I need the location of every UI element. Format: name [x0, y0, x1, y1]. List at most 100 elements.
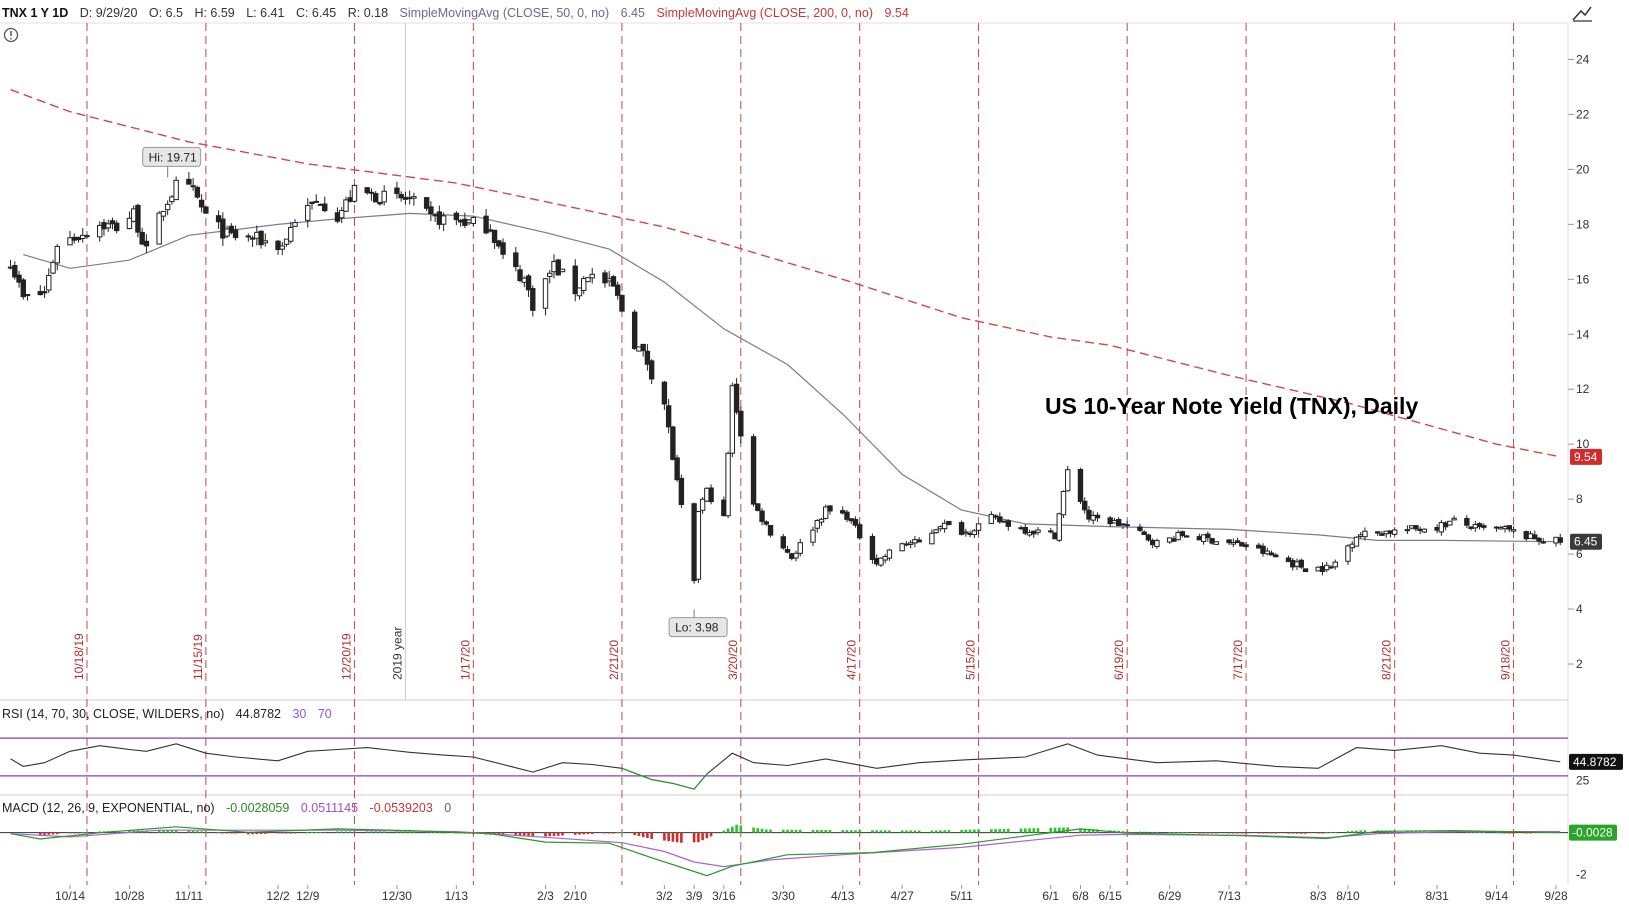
macd-hist-bar	[637, 832, 641, 837]
sma200-layer	[10, 89, 1561, 458]
macd-hist-bar	[1240, 832, 1244, 834]
candle	[160, 210, 167, 221]
candle	[313, 194, 319, 203]
macd-hist-bar	[705, 832, 709, 839]
macd-hist-bar	[917, 830, 921, 833]
macd-hist-bar	[811, 829, 815, 833]
alert-circle-icon[interactable]	[3, 27, 19, 43]
candle	[704, 487, 710, 502]
candle	[428, 201, 434, 222]
macd-hist-bar	[731, 826, 734, 833]
macd-hist-bar	[939, 830, 942, 833]
candle	[517, 264, 523, 283]
macd-hist-bar	[319, 831, 322, 833]
candle	[143, 234, 150, 253]
macd-hist-bar	[259, 832, 263, 834]
macd-hist-bar	[314, 832, 318, 833]
macd-hist-bar	[514, 832, 518, 836]
candle	[16, 270, 22, 288]
macd-hist-bar	[1125, 831, 1129, 833]
candle	[631, 309, 638, 351]
macd-hist-bar	[573, 832, 577, 835]
candle	[916, 537, 922, 543]
symbol-label[interactable]: TNX 1 Y 1D	[2, 6, 68, 20]
candle	[1476, 522, 1483, 530]
candle	[665, 398, 672, 434]
macd-hist-bar	[344, 831, 348, 833]
macd-value-tag: -0.0028	[1572, 826, 1613, 840]
candle	[869, 533, 876, 564]
macd-study-label[interactable]: MACD (12, 26, 9, EXPONENTIAL, no)	[2, 801, 215, 815]
macd-hist-bar	[1215, 832, 1218, 834]
macd-hist-bar	[1168, 832, 1171, 834]
chart-title: US 10-Year Note Yield (TNX), Daily	[1045, 393, 1418, 419]
macd-value-readout: -0.0028059	[226, 801, 289, 815]
candle	[126, 211, 133, 230]
callout-box	[668, 617, 728, 638]
macd-hist-bar	[854, 830, 857, 833]
macd-hist-bar	[709, 832, 713, 837]
candle	[674, 454, 680, 482]
macd-hist-bar	[264, 832, 267, 834]
sma200-study-label[interactable]: SimpleMovingAvg (CLOSE, 200, 0, no)	[656, 6, 873, 20]
macd-hist-bar	[1474, 832, 1477, 833]
macd-hist-bar	[1206, 832, 1210, 834]
candle	[988, 511, 995, 525]
macd-hist-bar	[1304, 832, 1307, 834]
macd-hist-bar	[1482, 832, 1486, 834]
macd-hist-bar	[879, 830, 883, 833]
candle	[1447, 520, 1453, 526]
candle	[186, 172, 192, 185]
candle	[1239, 541, 1245, 547]
candle	[759, 508, 765, 526]
candle	[670, 425, 676, 461]
macd-hist-bar	[1091, 829, 1095, 833]
macd-hist-bar	[883, 830, 887, 833]
macd-panel: -2 -0.0028	[0, 824, 1617, 882]
candle	[1328, 565, 1334, 570]
candle	[67, 230, 73, 246]
candle	[1082, 497, 1088, 514]
macd-hist-bar	[518, 832, 522, 836]
macd-hist-bar	[1176, 832, 1180, 834]
expiration-label: 7/17/20	[1231, 640, 1245, 680]
candle	[699, 497, 706, 514]
candle	[262, 233, 269, 247]
macd-hist-bar	[247, 832, 250, 835]
candle	[827, 505, 833, 515]
price-tick-label: 4	[1576, 602, 1583, 616]
time-tick-label: 1/13	[445, 889, 469, 903]
sma200-study-value: 9.54	[884, 6, 908, 20]
macd-hist-bar	[764, 829, 768, 833]
macd-hist-bar	[1325, 832, 1329, 834]
macd-hist-bar	[1032, 828, 1036, 833]
macd-hist-bar	[1185, 832, 1188, 834]
candle	[844, 509, 850, 523]
macd-hist-bar	[1062, 827, 1065, 833]
rsi-study-label[interactable]: RSI (14, 70, 30, CLOSE, WILDERS, no)	[2, 707, 224, 721]
candle	[810, 526, 816, 547]
high-readout: H: 6.59	[194, 6, 234, 20]
callout-box	[142, 146, 202, 167]
macd-hist-bar	[1265, 832, 1269, 834]
rsi-tick-label: 25	[1576, 774, 1590, 788]
macd-hist-bar	[726, 828, 730, 833]
macd-hist-bar	[905, 830, 908, 833]
macd-hist-bar	[374, 831, 377, 833]
rsi-oversold-segment	[621, 767, 708, 790]
candle	[1077, 467, 1084, 505]
drawing-tool-icon[interactable]	[1572, 6, 1592, 22]
macd-hist-bar	[1053, 827, 1057, 833]
sma50-study-label[interactable]: SimpleMovingAvg (CLOSE, 50, 0, no)	[400, 6, 610, 20]
macd-hist-bar	[522, 832, 526, 836]
time-tick-label: 12/9	[296, 889, 320, 903]
macd-hist-bar	[395, 831, 399, 833]
macd-hist-bar	[973, 829, 976, 833]
macd-hist-bar	[769, 829, 772, 833]
time-tick-label: 7/13	[1217, 889, 1241, 903]
rsi-oversold-readout: 30	[292, 707, 306, 721]
candle	[41, 286, 48, 298]
macd-hist-bar	[1299, 832, 1303, 834]
macd-hist-bar	[616, 832, 619, 834]
candle	[1115, 517, 1122, 526]
